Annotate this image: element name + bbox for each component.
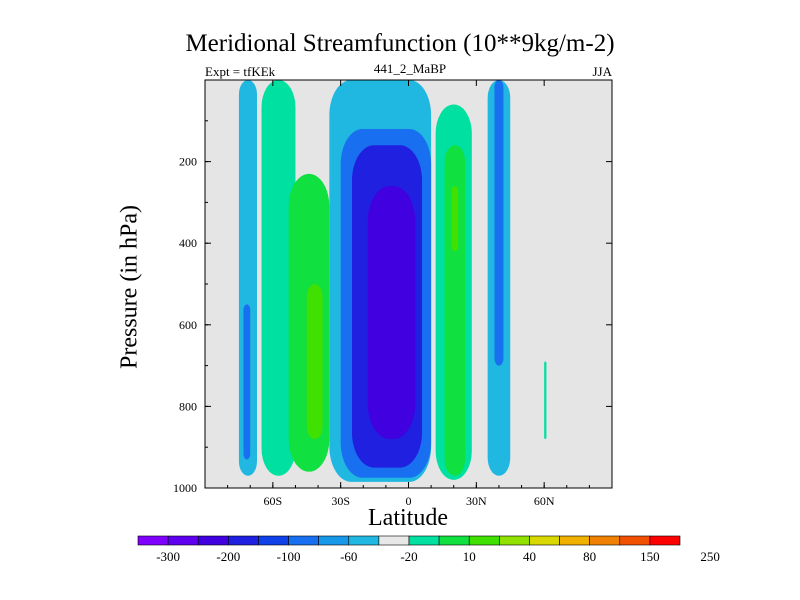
colorbar-label: -100 [277,549,301,564]
colorbar-box-12 [499,535,530,546]
contour-region-1 [243,304,251,460]
colorbar-box-2 [197,535,229,546]
y-tick-label: 600 [179,318,197,332]
colorbar-box-0 [137,535,169,546]
chart-title: Meridional Streamfunction (10**9kg/m-2) [185,30,615,57]
colorbar-box-6 [318,535,350,546]
colorbar-box-3 [228,535,259,546]
colorbar-box-8 [378,535,410,546]
x-tick-label: 30S [331,494,350,508]
colorbar-box-7 [348,535,380,546]
colorbar-box-1 [167,535,199,546]
colorbar-box-14 [559,535,590,546]
contour-region-10 [444,145,466,476]
x-tick-label: 0 [406,494,412,508]
colorbar-box-11 [468,535,500,546]
colorbar-label: -60 [340,549,357,564]
x-tick-label: 60N [534,494,555,508]
colorbar-box-15 [589,535,621,546]
y-tick-label: 800 [179,399,197,413]
colorbar-label: 150 [640,549,660,564]
y-tick-label: 1000 [173,481,197,495]
colorbar-box-13 [529,535,560,546]
x-tick-label: 60S [263,494,282,508]
contour-region-11 [451,186,459,252]
run-label: 441_2_MaBP [373,61,447,76]
x-axis-label: Latitude [368,505,448,531]
contour-region-13 [494,80,504,366]
colorbar-box-17 [649,535,681,546]
season-label: JJA [592,64,612,79]
colorbar-label: 250 [700,549,720,564]
colorbar-box-10 [438,535,470,546]
contour-region-2 [261,80,296,476]
contour-region-14 [544,361,547,440]
contour-region-8 [367,186,416,440]
y-tick-label: 200 [179,155,197,169]
colorbar-box-9 [408,535,440,546]
colorbar-label: -200 [216,549,240,564]
y-tick-label: 400 [179,236,197,250]
colorbar-box-5 [288,535,319,546]
colorbar-label: 10 [463,549,476,564]
experiment-label: Expt = tfKEk [205,64,276,79]
x-tick-label: 30N [466,494,487,508]
colorbar-box-4 [258,535,289,546]
contour-region-4 [306,284,323,440]
colorbar-label: -20 [400,549,417,564]
colorbar-label: -300 [156,549,180,564]
colorbar-label: 40 [523,549,536,564]
colorbar-label: 80 [583,549,596,564]
colorbar-box-16 [619,535,651,546]
